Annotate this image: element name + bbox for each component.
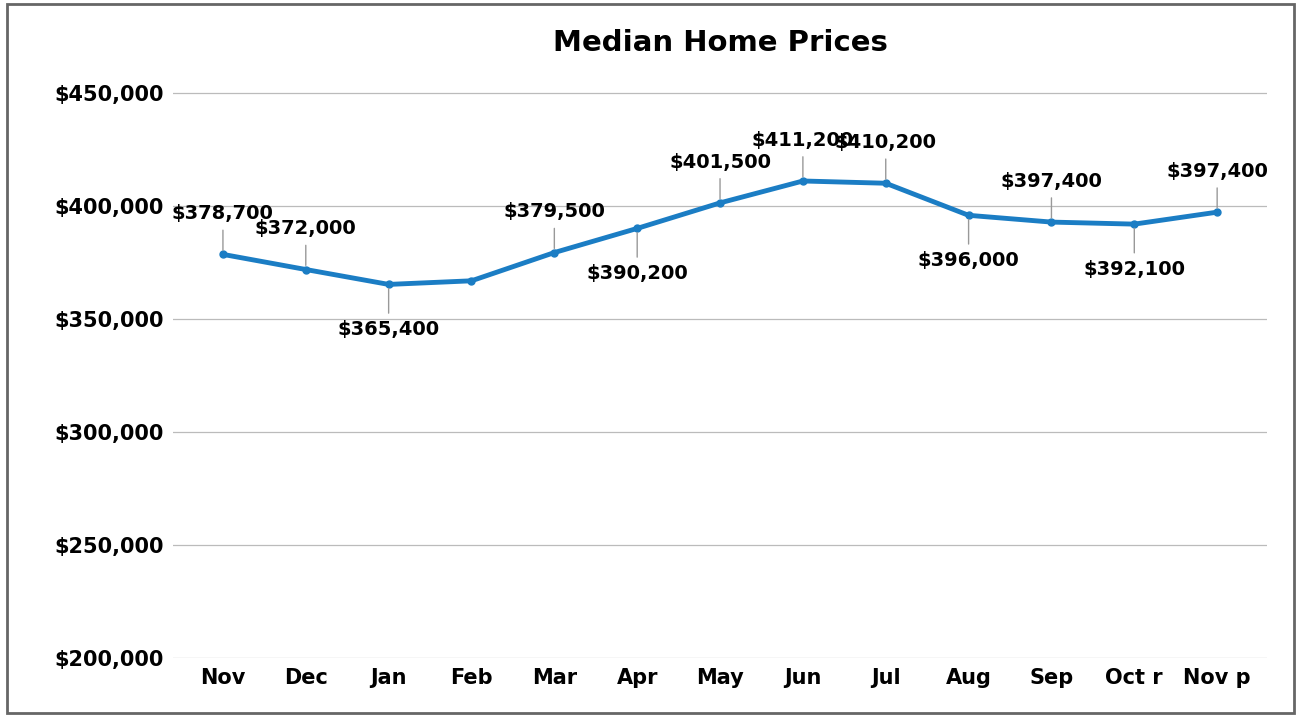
Text: $401,500: $401,500 — [670, 153, 771, 199]
Text: $397,400: $397,400 — [1001, 172, 1102, 218]
Text: $410,200: $410,200 — [835, 133, 937, 179]
Text: $378,700: $378,700 — [172, 204, 274, 250]
Text: $365,400: $365,400 — [338, 288, 439, 339]
Text: $397,400: $397,400 — [1166, 162, 1268, 208]
Text: $411,200: $411,200 — [751, 130, 854, 177]
Title: Median Home Prices: Median Home Prices — [552, 29, 888, 57]
Text: $396,000: $396,000 — [918, 219, 1019, 270]
Text: $372,000: $372,000 — [255, 219, 356, 265]
Text: $392,100: $392,100 — [1083, 228, 1186, 279]
Text: $390,200: $390,200 — [586, 232, 688, 283]
Text: $379,500: $379,500 — [503, 202, 606, 248]
